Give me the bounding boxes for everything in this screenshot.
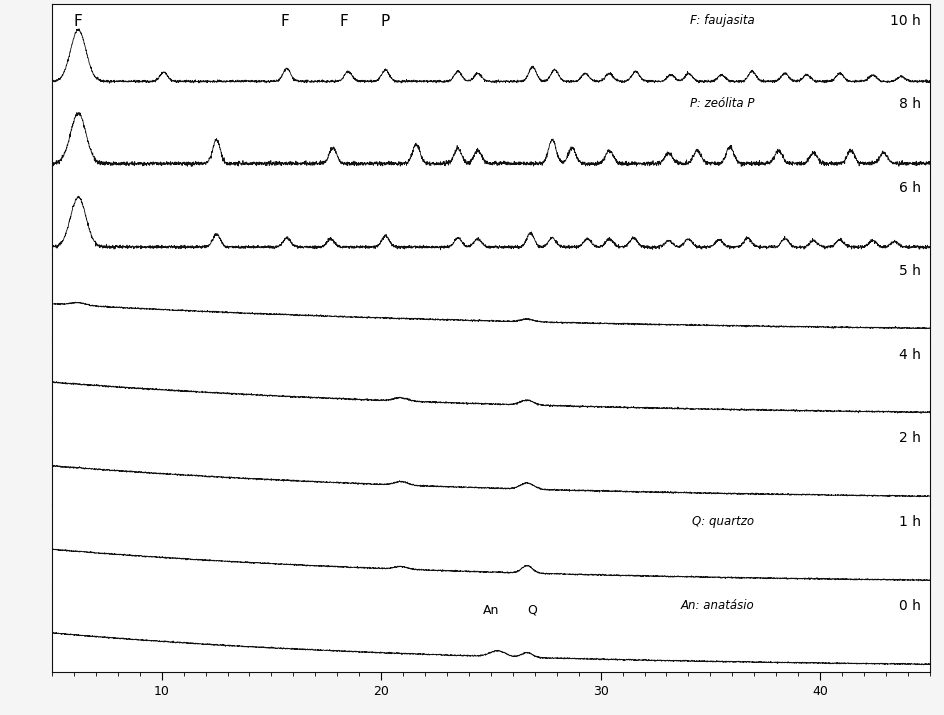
Text: 2 h: 2 h: [900, 431, 921, 445]
Text: 8 h: 8 h: [899, 97, 921, 111]
Text: F: F: [280, 14, 289, 29]
Text: 5 h: 5 h: [900, 265, 921, 278]
Text: P: P: [381, 14, 390, 29]
Text: Q: Q: [528, 603, 537, 616]
Text: An: anatásio: An: anatásio: [681, 598, 754, 611]
Text: F: F: [340, 14, 348, 29]
Text: An: An: [482, 603, 499, 616]
Text: 6 h: 6 h: [899, 181, 921, 194]
Text: 10 h: 10 h: [890, 14, 921, 28]
Text: 1 h: 1 h: [899, 515, 921, 529]
Text: 4 h: 4 h: [900, 348, 921, 362]
Text: Q: quartzo: Q: quartzo: [692, 515, 754, 528]
Text: F: faujasita: F: faujasita: [689, 14, 754, 26]
Text: 0 h: 0 h: [900, 598, 921, 613]
Text: F: F: [74, 14, 83, 29]
Text: P: zeólita P: P: zeólita P: [690, 97, 754, 110]
